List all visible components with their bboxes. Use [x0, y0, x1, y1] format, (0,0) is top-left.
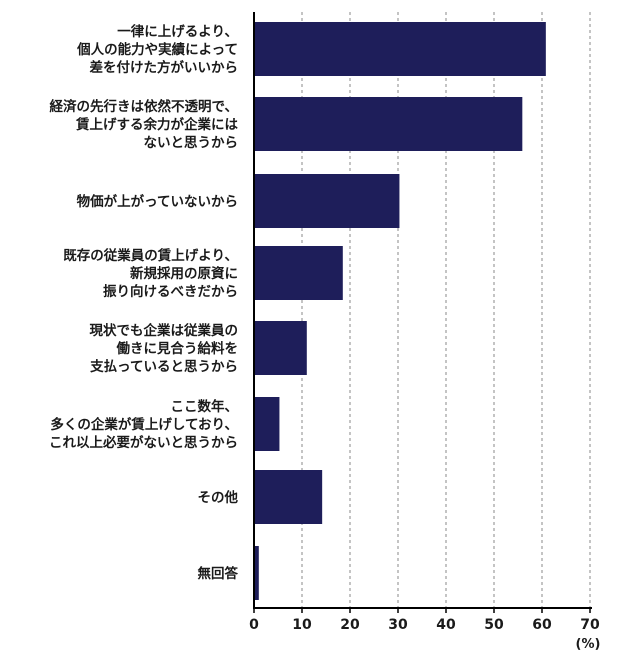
x-tick-label: 40 — [436, 617, 456, 633]
bar — [254, 246, 343, 300]
x-tick-label: 70 — [580, 617, 600, 633]
category-label: 多くの企業が賃上げしており、 — [50, 416, 238, 433]
category-label: 差を付けた方がいいから — [90, 59, 239, 76]
x-axis-unit-label: (%) — [576, 637, 601, 652]
bar — [254, 470, 323, 524]
category-label: 物価が上がっていないから — [77, 193, 238, 210]
x-ticks: 0 10 20 30 40 50 60 70 — [249, 608, 600, 633]
bars — [254, 22, 546, 600]
category-label: 振り向けるべきだから — [103, 283, 238, 300]
x-tick-label: 60 — [532, 617, 552, 633]
category-label: 一律に上げるより、 — [117, 23, 238, 40]
category-label: 働きに見合う給料を — [116, 340, 239, 357]
bar — [254, 174, 400, 228]
category-label: 無回答 — [198, 565, 239, 582]
category-label: ここ数年、 — [171, 398, 239, 415]
category-label: ないと思うから — [144, 135, 239, 151]
x-tick-label: 30 — [388, 617, 408, 633]
category-label: その他 — [198, 489, 239, 506]
category-label: 既存の従業員の賃上げより、 — [63, 247, 238, 264]
category-label: 現状でも企業は従業員の — [90, 322, 239, 339]
x-tick-label: 10 — [292, 617, 312, 633]
category-labels: 一律に上げるより、個人の能力や実績によって差を付けた方がいいから経済の先行きは依… — [49, 23, 238, 582]
bar — [254, 546, 259, 600]
category-label: 経済の先行きは依然不透明で、 — [50, 98, 238, 115]
bar — [254, 397, 280, 451]
category-label: 賃上げする余力が企業には — [75, 116, 238, 133]
x-tick-label: 50 — [484, 617, 504, 633]
bar — [254, 97, 523, 151]
category-label: 個人の能力や実績によって — [76, 41, 238, 58]
category-label: 支払っていると思うから — [89, 358, 238, 375]
x-tick-label: 0 — [249, 617, 259, 633]
category-label: 新規採用の原資に — [130, 265, 238, 282]
x-tick-label: 20 — [340, 617, 360, 633]
bar — [254, 22, 546, 76]
category-label: これ以上必要がないと思うから — [49, 434, 238, 451]
bar — [254, 321, 307, 375]
